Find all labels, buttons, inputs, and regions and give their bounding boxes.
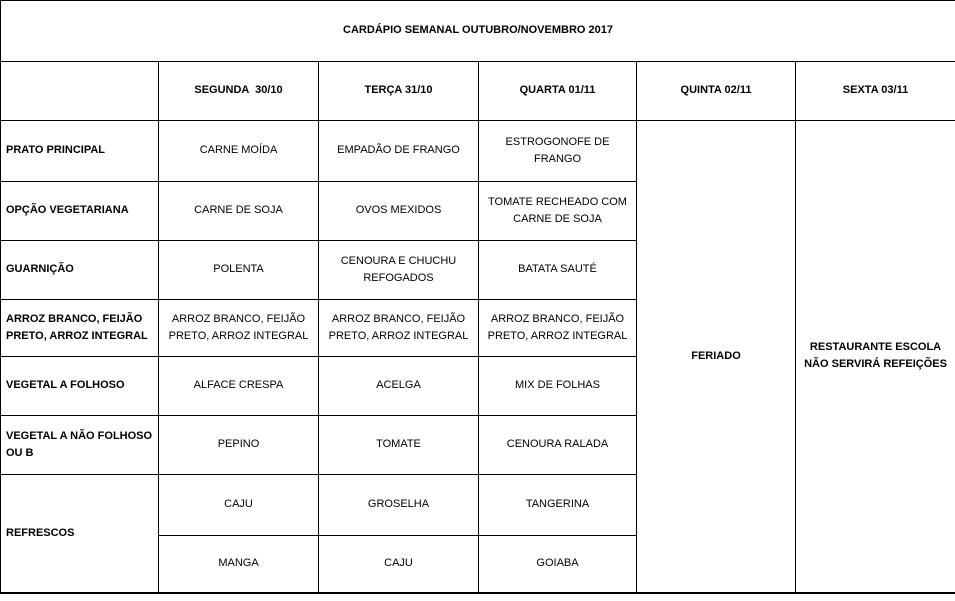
menu-cell: ARROZ BRANCO, FEIJÃO PRETO, ARROZ INTEGR…: [158, 299, 319, 357]
menu-title: CARDÁPIO SEMANAL OUTUBRO/NOVEMBRO 2017: [0, 0, 955, 62]
menu-cell: CENOURA E CHUCHU REFOGADOS: [318, 240, 479, 300]
holiday-cell: FERIADO: [636, 120, 796, 593]
row-refrescos-1: REFRESCOS CAJU GROSELHA TANGERINA: [0, 474, 955, 593]
corner-cell: [0, 61, 159, 121]
row-arroz-feijao: ARROZ BRANCO, FEIJÃO PRETO, ARROZ INTEGR…: [0, 299, 955, 357]
row-label-vegetal-folhoso: VEGETAL A FOLHOSO: [0, 356, 159, 416]
row-label-prato-principal: PRATO PRINCIPAL: [0, 120, 159, 182]
menu-cell: OVOS MEXIDOS: [318, 181, 479, 241]
day-header-segunda: SEGUNDA 30/10: [158, 61, 319, 121]
friday-notice-cell: RESTAURANTE ESCOLA NÃO SERVIRÁ REFEIÇÕES: [794, 120, 955, 593]
menu-cell: CARNE MOÍDA: [158, 120, 319, 182]
row-vegetal-nao-folhoso: VEGETAL A NÃO FOLHOSO OU B PEPINO TOMATE…: [0, 415, 955, 475]
menu-cell: CAJU: [158, 474, 319, 536]
day-header-quarta: QUARTA 01/11: [478, 61, 637, 121]
day-header-quinta: QUINTA 02/11: [636, 61, 796, 121]
header-row: SEGUNDA 30/10 TERÇA 31/10 QUARTA 01/11 Q…: [0, 61, 955, 121]
row-prato-principal: PRATO PRINCIPAL CARNE MOÍDA EMPADÃO DE F…: [0, 120, 955, 593]
menu-cell: GROSELHA: [318, 474, 479, 536]
row-label-opcao-vegetariana: OPÇÃO VEGETARIANA: [0, 181, 159, 241]
menu-cell: EMPADÃO DE FRANGO: [318, 120, 479, 182]
menu-cell: MANGA: [158, 535, 319, 593]
menu-cell: PEPINO: [158, 415, 319, 475]
menu-cell: ARROZ BRANCO, FEIJÃO PRETO, ARROZ INTEGR…: [478, 299, 637, 357]
menu-cell: TANGERINA: [478, 474, 637, 536]
menu-cell: MIX DE FOLHAS: [478, 356, 637, 416]
menu-cell: CAJU: [318, 535, 479, 593]
row-label-guarnicao: GUARNIÇÃO: [0, 240, 159, 300]
title-row: CARDÁPIO SEMANAL OUTUBRO/NOVEMBRO 2017: [0, 0, 955, 62]
menu-cell: TOMATE: [318, 415, 479, 475]
menu-cell: ACELGA: [318, 356, 479, 416]
row-guarnicao: GUARNIÇÃO POLENTA CENOURA E CHUCHU REFOG…: [0, 240, 955, 300]
menu-cell: BATATA SAUTÉ: [478, 240, 637, 300]
row-opcao-vegetariana: OPÇÃO VEGETARIANA CARNE DE SOJA OVOS MEX…: [0, 181, 955, 241]
row-refrescos-2: MANGA CAJU GOIABA: [1, 535, 955, 593]
menu-cell: TOMATE RECHEADO COM CARNE DE SOJA: [478, 181, 637, 241]
menu-cell: POLENTA: [158, 240, 319, 300]
menu-cell: GOIABA: [478, 535, 637, 593]
menu-cell: CENOURA RALADA: [478, 415, 637, 475]
menu-cell: ALFACE CRESPA: [158, 356, 319, 416]
menu-cell: CARNE DE SOJA: [158, 181, 319, 241]
row-label-vegetal-nao-folhoso: VEGETAL A NÃO FOLHOSO OU B: [0, 415, 159, 475]
row-label-refrescos: REFRESCOS: [0, 474, 159, 593]
menu-cell: ARROZ BRANCO, FEIJÃO PRETO, ARROZ INTEGR…: [318, 299, 479, 357]
row-label-arroz-feijao: ARROZ BRANCO, FEIJÃO PRETO, ARROZ INTEGR…: [0, 299, 159, 357]
menu-cell: ESTROGONOFE DE FRANGO: [478, 120, 637, 182]
day-header-sexta: SEXTA 03/11: [794, 61, 955, 121]
day-header-terca: TERÇA 31/10: [318, 61, 479, 121]
